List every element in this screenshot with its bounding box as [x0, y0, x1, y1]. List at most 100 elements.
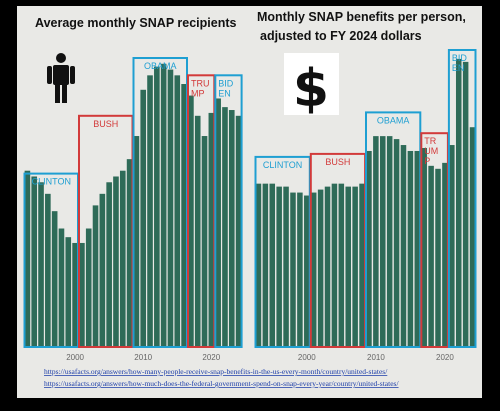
chart-1-bar-1999: [65, 237, 72, 347]
chart-2-bar-2008: [359, 183, 365, 347]
chart-1-era-label-3-0: TRU: [191, 78, 210, 88]
chart-1-bar-1996: [45, 193, 51, 347]
chart-1-bar-2000: [72, 242, 78, 347]
chart-1-era-label-4-0: BID: [218, 78, 234, 88]
chart-1-bar-2011: [147, 75, 153, 347]
chart-1-bar-2014: [167, 69, 174, 347]
chart-1-bar-1998: [58, 228, 65, 347]
chart-2-bar-2010: [373, 136, 379, 347]
chart-2-bar-2007: [352, 186, 358, 347]
chart-1-bar-2013: [160, 63, 167, 347]
chart-2-bar-2016: [414, 150, 421, 347]
chart-2-bar-2018: [428, 165, 434, 347]
chart-1-bar-2017: [188, 95, 194, 347]
dollar-glyph: $: [293, 59, 329, 119]
chart-1-era-label-0-0: CLINTON: [32, 177, 71, 187]
chart-2-bar-2021: [449, 145, 455, 347]
chart-2-era-label-3-1: UM: [424, 146, 438, 156]
chart-1-era-label-3-1: MP: [191, 88, 205, 98]
chart-1-title: Average monthly SNAP recipients: [35, 16, 237, 30]
chart-2-bar-2004: [331, 183, 338, 347]
chart-2-title-line-2: adjusted to FY 2024 dollars: [260, 29, 422, 43]
chart-1-tick-2: 2020: [202, 353, 220, 362]
chart-2-bar-2003: [324, 186, 331, 347]
chart-2-bar-2023: [462, 61, 469, 347]
chart-2-bar-2015: [407, 150, 414, 347]
chart-2-era-label-4-0: BID: [452, 53, 468, 63]
chart-2-bar-1998: [290, 192, 296, 347]
chart-2-bar-2020: [442, 162, 448, 347]
chart-2-bar-2002: [317, 189, 324, 347]
chart-2-bar-2000: [304, 195, 310, 347]
chart-2-bar-1999: [297, 192, 303, 347]
chart-1-bar-2019: [201, 136, 208, 347]
chart-1-bar-2023: [228, 110, 235, 348]
bar-layer: [24, 58, 476, 348]
chart-1-tick-0: 2000: [66, 353, 84, 362]
source-link-2[interactable]: https://usafacts.org/answers/how-much-do…: [44, 379, 399, 388]
chart-2-bar-2014: [400, 145, 407, 347]
chart-1-bar-2006: [113, 176, 119, 347]
chart-2-bar-2017: [421, 148, 427, 347]
chart-2-era-label-2-0: OBAMA: [377, 115, 410, 125]
chart-2-bar-1995: [269, 183, 276, 347]
chart-2-tick-2: 2020: [436, 353, 454, 362]
source-link-2-text[interactable]: https://usafacts.org/answers/how-much-do…: [44, 379, 399, 388]
chart-1-bar-2024: [235, 115, 242, 347]
chart-1-bar-2022: [222, 107, 228, 347]
chart-1-bar-2003: [92, 205, 99, 347]
person-icon: [47, 53, 75, 103]
chart-2-bar-1993: [255, 183, 262, 347]
chart-1-bar-2002: [85, 228, 92, 347]
chart-1-bar-2021: [215, 98, 221, 348]
chart-2-era-label-4-1: EN: [452, 63, 465, 73]
chart-1-bar-2020: [208, 112, 215, 347]
chart-2-era-label-0-0: CLINTON: [263, 160, 302, 170]
chart-1-bar-1993: [24, 170, 31, 347]
chart-2-bar-2019: [435, 168, 441, 347]
chart-2-bar-2011: [380, 136, 386, 347]
chart-1-tick-1: 2010: [134, 353, 152, 362]
source-link-1-text[interactable]: https://usafacts.org/answers/how-many-pe…: [44, 367, 388, 376]
chart-1-era-label-1-0: BUSH: [93, 119, 118, 129]
chart-2-era-label-1-0: BUSH: [325, 157, 350, 167]
chart-2-bar-2024: [469, 127, 476, 347]
chart-2-bar-2009: [366, 150, 372, 347]
chart-2-bar-1996: [276, 186, 282, 347]
chart-1-bar-1997: [51, 211, 58, 347]
chart-2-bar-1997: [283, 186, 289, 347]
chart-1-bar-2005: [106, 182, 112, 347]
chart-2-bar-1994: [262, 183, 269, 347]
chart-2-title-line-1: Monthly SNAP benefits per person,: [257, 10, 466, 24]
chart-2-bar-2001: [310, 192, 317, 347]
chart-2-era-box-4: [447, 49, 477, 348]
chart-2-bar-2013: [393, 139, 400, 347]
chart-2-era-label-3-2: P: [424, 156, 430, 166]
chart-2-tick-1: 2010: [367, 353, 385, 362]
chart-1-bar-2007: [119, 170, 126, 347]
tick-layer: 2000 2010 2020 2000 2010 2020: [66, 353, 454, 362]
chart-1-bar-1994: [31, 176, 38, 347]
chart-2-bar-2022: [455, 58, 462, 347]
chart-1-bar-2010: [140, 89, 147, 347]
chart-1-era-label-4-1: EN: [218, 88, 231, 98]
chart-2-bar-2012: [386, 136, 393, 347]
chart-1-era-label-2-0: OBAMA: [144, 61, 177, 71]
chart-1-era-box-4: [214, 74, 243, 349]
chart-1-bar-2009: [133, 136, 140, 347]
chart-2-bar-2006: [345, 186, 351, 347]
dollar-sign-icon: $: [284, 53, 339, 119]
chart-1-bar-2004: [99, 193, 106, 347]
chart-2-era-label-3-0: TR: [424, 136, 436, 146]
chart-1-bar-2015: [174, 75, 181, 347]
chart-1-bar-2008: [126, 159, 133, 347]
chart-1-bar-2001: [79, 242, 85, 347]
source-link-1[interactable]: https://usafacts.org/answers/how-many-pe…: [44, 367, 388, 376]
chart-1-bar-2016: [181, 84, 187, 347]
chart-2-tick-0: 2000: [298, 353, 316, 362]
chart-1-bar-2018: [194, 115, 201, 347]
chart-1-bar-2012: [154, 66, 160, 348]
